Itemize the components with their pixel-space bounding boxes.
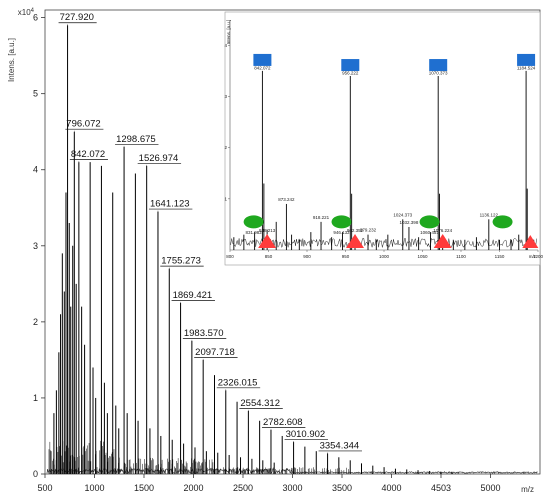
inset-peak-label: 1060.451 [420, 230, 439, 235]
x-tick-label: 1500 [134, 483, 154, 493]
inset-square-marker [429, 59, 448, 72]
y-tick-label: 0 [33, 469, 38, 479]
inset-peak-label: 956.222 [342, 71, 359, 76]
y-tick-label: 3 [33, 241, 38, 251]
peak-label: 1869.421 [173, 290, 213, 301]
peak-label: 796.072 [66, 119, 100, 130]
x-axis-title: m/z [521, 485, 534, 494]
peak-label: 2097.718 [195, 347, 235, 358]
inset-x-tick-label: 1100 [456, 254, 466, 259]
y-exponent-base: x10 [18, 8, 31, 17]
inset-frame [224, 11, 541, 266]
inset-circle-marker [492, 215, 513, 229]
peak-label: 1755.273 [161, 256, 201, 267]
inset-x-axis-title: m/z [529, 254, 537, 259]
peak-label: 1298.675 [116, 134, 156, 145]
inset-peak-label: 842.072 [254, 65, 271, 70]
y-exponent: x104 [18, 8, 35, 17]
peak-label: 1983.570 [184, 328, 224, 339]
inset-peak-label: 1136.122 [480, 212, 499, 217]
inset-y-tick-label: 1 [224, 196, 227, 201]
inset-x-tick-label: 900 [303, 254, 311, 259]
y-tick-label: 1 [33, 393, 38, 403]
x-tick-label: 500 [37, 483, 52, 493]
inset-peak-label: 979.232 [360, 228, 377, 233]
y-tick-label: 2 [33, 317, 38, 327]
inset-triangle-marker [522, 235, 539, 248]
inset-peak-label: 873.242 [278, 197, 295, 202]
x-tick-label: 4000 [381, 483, 401, 493]
inset-peak-label: 848.213 [259, 228, 276, 233]
x-tick-label: 5000 [480, 483, 500, 493]
peak-label: 842.072 [71, 149, 105, 160]
inset-y-tick-label: 3 [224, 94, 227, 99]
inset-x-tick-label: 800 [226, 254, 234, 259]
inset-x-tick-label: 1050 [417, 254, 428, 259]
y-tick-label: 6 [33, 13, 38, 23]
y-tick-label: 4 [33, 165, 38, 175]
x-tick-label: 2500 [233, 483, 253, 493]
inset-x-tick-label: 1150 [495, 254, 505, 259]
inset-x-tick-label: 1000 [379, 254, 390, 259]
inset-square-marker [517, 53, 536, 66]
inset-baseline-noise [230, 237, 537, 249]
x-tick-label: 3500 [332, 483, 352, 493]
inset-peak-label: 1032.398 [400, 220, 419, 225]
inset-peak-label: 1024.373 [393, 212, 412, 217]
peak-label: 727.920 [60, 12, 94, 23]
x-tick-label: 3000 [282, 483, 302, 493]
x-tick-label: 4503 [431, 483, 451, 493]
peak-label: 1641.123 [150, 199, 190, 210]
peak-label: 2326.015 [218, 377, 258, 388]
inset-y-axis-title: Intens. [a.u.] [226, 20, 231, 45]
peak-label: 1526.974 [139, 153, 179, 164]
inset-peak-label: 1184.524 [517, 65, 536, 70]
inset-peak-label: 831.982 [245, 230, 262, 235]
peak-label: 3010.902 [286, 429, 326, 440]
inset-y-tick-label: 2 [224, 145, 227, 150]
inset-circle-marker [243, 215, 264, 229]
inset-x-tick-label: 1200 [533, 254, 544, 259]
inset-circle-marker [419, 215, 440, 229]
inset-peak-label: 962.352 [347, 228, 364, 233]
x-tick-label: 1000 [84, 483, 104, 493]
x-tick-label: 2000 [183, 483, 203, 493]
inset-triangle-marker [346, 234, 365, 248]
y-axis-title: Intens. [a.u.] [7, 38, 16, 82]
inset-triangle-marker [433, 234, 452, 248]
peak-label: 2554.312 [240, 398, 280, 409]
y-tick-label: 5 [33, 89, 38, 99]
inset-x-tick-label: 950 [342, 254, 350, 259]
inset-circle-marker [331, 215, 352, 229]
inset-peak-label: 1076.224 [433, 228, 452, 233]
inset-peak-label: 946.132 [333, 230, 350, 235]
peak-label: 3354.344 [320, 440, 360, 451]
inset-x-tick-label: 850 [265, 254, 273, 259]
inset-triangle-marker [258, 234, 277, 248]
inset-peak-label: 1070.373 [429, 71, 448, 76]
inset-square-marker [253, 53, 272, 66]
inset-y-tick-label: 4 [224, 43, 227, 48]
inset-square-marker [341, 59, 360, 72]
inset-peak-label: 918.221 [313, 215, 330, 220]
y-exponent-power: 4 [31, 8, 35, 14]
inset-spectrum: 1 2 3 4 800 850 900 950 1000 1050 1100 1150 1200 Inte… [224, 11, 544, 266]
peak-label: 2782.608 [263, 417, 303, 428]
